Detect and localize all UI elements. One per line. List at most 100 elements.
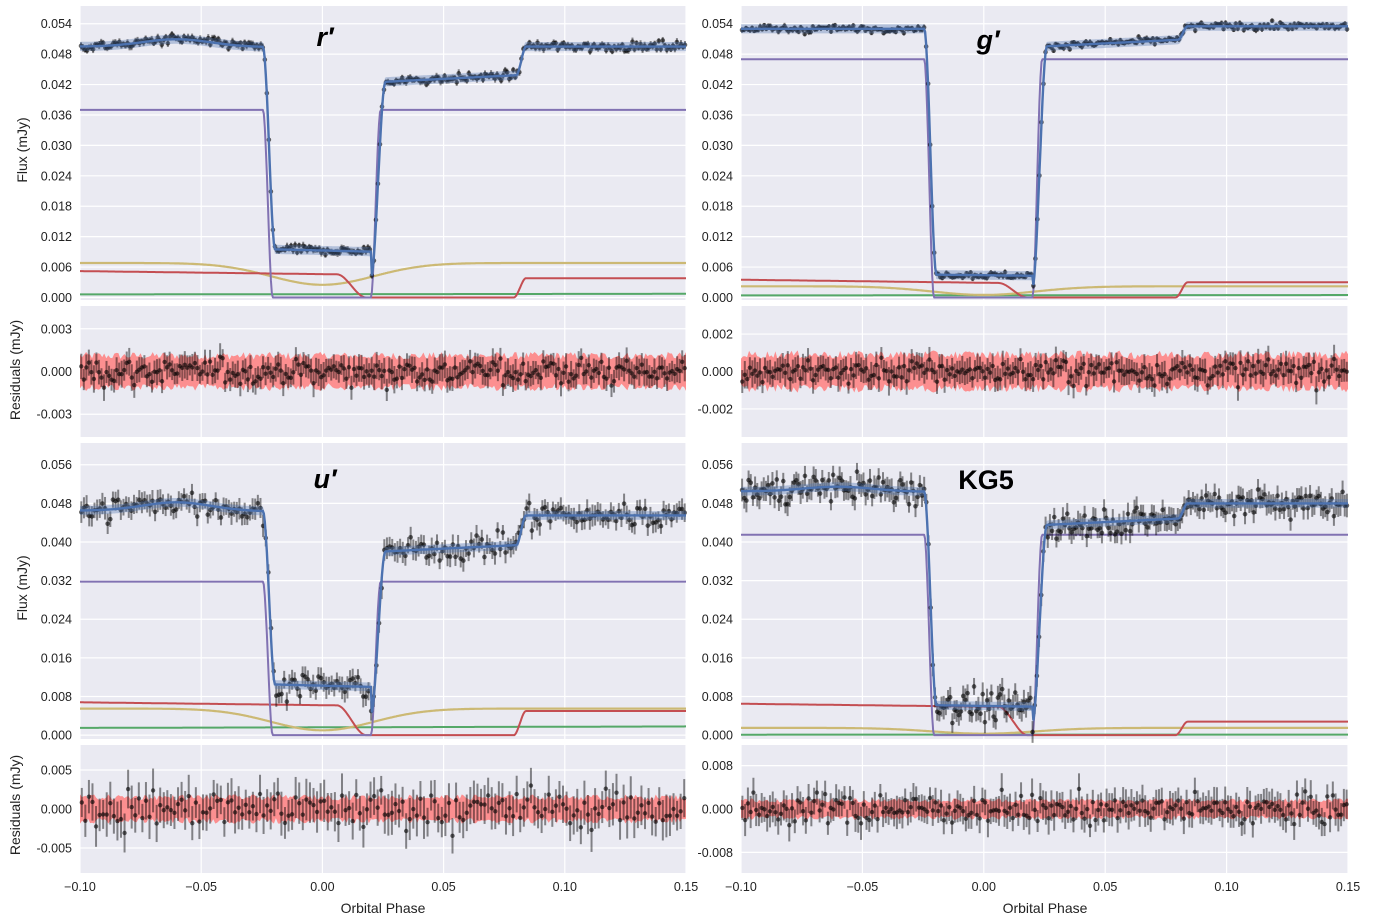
residual-point [788,376,793,382]
flux-tick-label: 0.000 [702,291,733,305]
residual-point [1273,373,1279,378]
residual-point [282,820,288,826]
residual-point [142,364,147,369]
residual-point [875,816,880,822]
residual-point [149,379,155,385]
flux-point [656,517,661,523]
flux-point [776,498,782,503]
flux-point [318,675,324,681]
flux-point [1080,525,1085,531]
residual-point [740,805,745,811]
residual-point [515,377,521,382]
residual-point [582,800,587,805]
flux-point [535,40,540,46]
flux-tick-label: 0.008 [702,690,733,704]
flux-point [342,689,348,695]
residual-point [1071,817,1076,822]
residual-point [856,815,861,821]
residual-point [1139,370,1145,375]
model-band [741,482,1348,725]
flux-point [1051,514,1057,520]
flux-point [548,519,553,524]
residual-point [632,374,637,379]
flux-point [165,41,171,46]
residual-point [1294,792,1300,797]
residual-point [858,821,864,826]
residual-point [846,381,851,386]
residual-point [521,805,527,810]
residual-point [811,798,817,804]
flux-point [632,521,637,527]
residual-point [1283,817,1289,822]
residual-point [436,815,441,821]
residual-point [1043,360,1048,365]
residual-point [253,379,258,384]
residual-point [289,812,295,817]
residual-point [1043,805,1049,811]
flux-point [1084,533,1090,539]
residual-point [1195,375,1200,381]
flux-point [405,542,411,548]
residual-point [767,369,773,375]
residual-point [886,379,892,384]
residual-point [1190,367,1195,373]
residual-point [304,797,309,802]
residual-point [1250,821,1256,826]
residual-point [757,370,763,375]
flux-point [561,40,567,46]
flux-point [292,677,298,683]
flux-point [1006,698,1012,703]
residual-point [248,364,253,370]
flux-point [1288,517,1293,522]
residual-point [225,800,231,805]
panel-0: 0.000 0.006 0.012 0.018 0.024 0.030 0.036 0.042… [37,6,688,437]
residual-point [503,373,508,378]
residual-point [778,367,783,372]
x-tick-label: 0.00 [972,880,996,894]
residual-point [222,380,228,385]
residual-point [475,799,480,805]
residual-point [1336,373,1342,379]
residual-point [414,813,420,818]
residual-point [982,375,988,380]
residual-point [1030,376,1036,382]
residual-point [399,375,405,381]
residual-point [1288,368,1294,374]
residual-point [900,810,905,815]
flux-point [89,514,95,519]
residual-point [767,809,773,814]
residual-point [359,366,364,371]
flux-point [937,710,942,716]
flux-point [1283,496,1289,502]
residual-point [205,372,210,377]
flux-point [1216,495,1222,500]
flux-point [1051,48,1056,53]
flux-point [982,719,988,725]
residual-point [1250,363,1256,369]
residual-point [947,372,952,377]
flux-point [524,506,529,511]
flux-point [1173,521,1178,527]
residual-point [644,369,650,375]
residual-point [482,802,487,807]
residual-point [664,813,669,819]
residual-point [478,363,483,369]
flux-point [915,494,920,500]
residual-point [1261,371,1266,377]
flux-tick-label: 0.024 [702,613,733,627]
residual-point [414,379,420,384]
residual-point [341,366,347,371]
residual-point [193,800,199,805]
flux-point [661,508,666,513]
flux-point [294,250,300,255]
flux-point [1064,511,1070,517]
residual-point [268,808,273,814]
residual-point [942,377,947,382]
residual-point [1258,806,1264,812]
residual-point [947,805,952,810]
flux-point [891,499,897,505]
residual-point [159,379,165,384]
flux-point [355,674,361,680]
residual-point [1242,817,1247,822]
